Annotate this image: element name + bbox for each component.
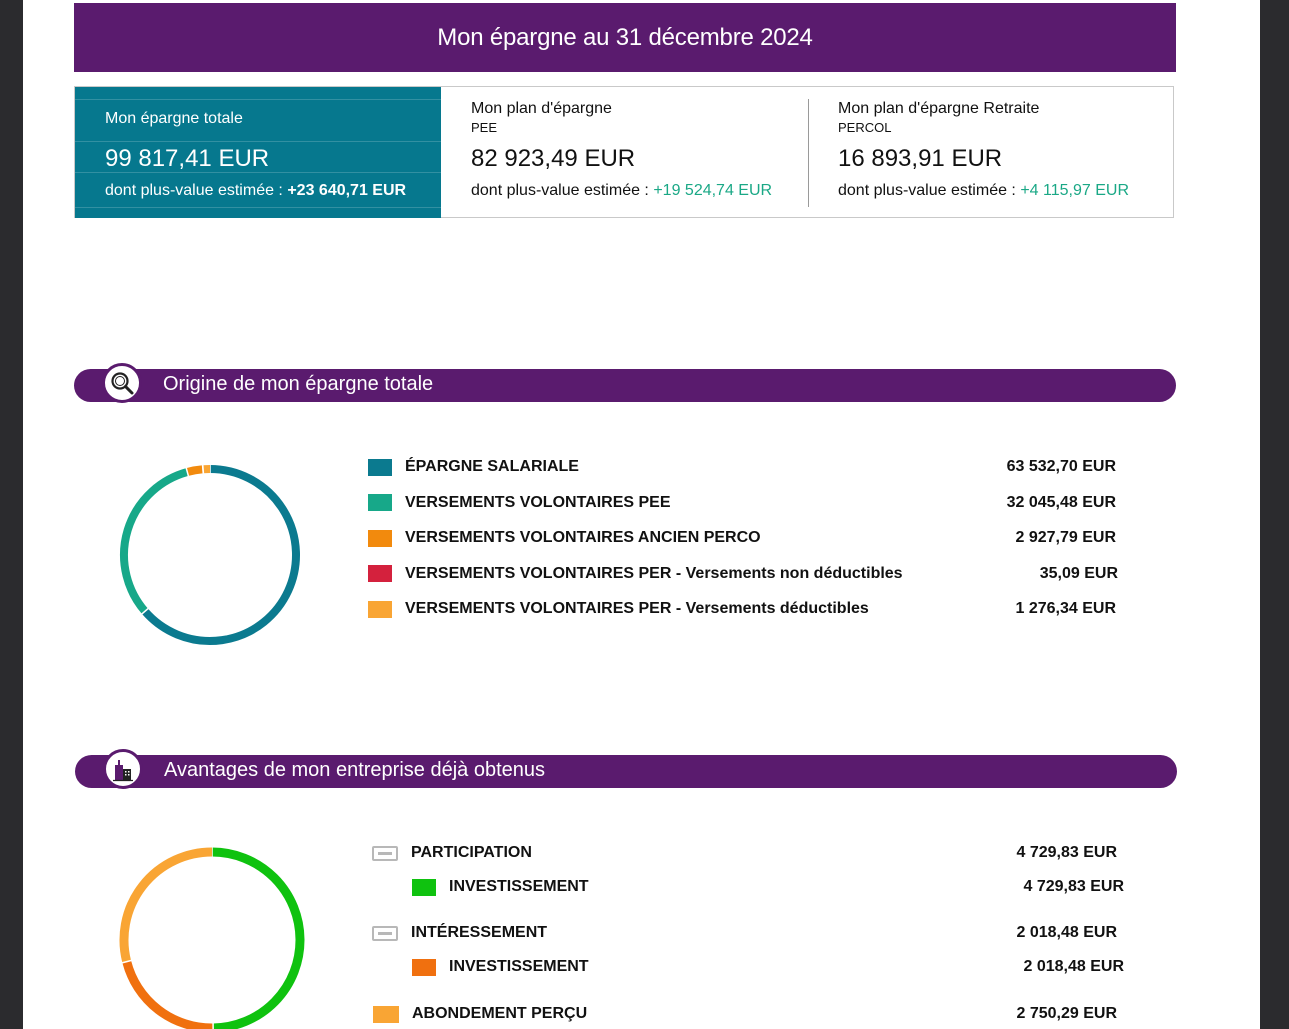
plan-gain-label: dont plus-value estimée : [471, 182, 654, 199]
plan-label: Mon plan d'épargne Retraite [838, 100, 1040, 117]
benefit-subitem-investissement: INVESTISSEMENT [412, 875, 589, 899]
plan-code: PEE [471, 120, 498, 135]
total-gain-line: dont plus-value estimée : +23 640,71 EUR [105, 182, 406, 200]
legend-amount: 2 927,79 EUR [1015, 529, 1116, 546]
legend-swatch [368, 600, 392, 618]
donut-slice-separator [140, 607, 150, 616]
benefit-amount: 2 750,29 EUR [1016, 1005, 1117, 1022]
legend-swatch [368, 458, 392, 476]
benefit-label: PARTICIPATION [411, 844, 532, 861]
donut-slice-3 [119, 847, 213, 963]
origin-legend-item: VERSEMENTS VOLONTAIRES ANCIEN PERCO [368, 526, 761, 550]
donut-slice-separator [185, 467, 190, 478]
legend-amount: 35,09 EUR [1039, 564, 1118, 582]
row-divider [75, 141, 441, 142]
plan-code: PERCOL [838, 120, 892, 135]
origin-donut-chart [120, 464, 300, 645]
origin-legend-item: VERSEMENTS VOLONTAIRES PER - Versements … [368, 597, 869, 621]
benefit-amount: 4 729,83 EUR [1016, 844, 1117, 861]
benefits-section-title: Avantages de mon entreprise déjà obtenus [164, 759, 546, 781]
legend-swatch [412, 878, 436, 896]
benefit-subamount: 2 018,48 EUR [1023, 958, 1124, 975]
legend-amount: 1 276,34 EUR [1015, 600, 1116, 617]
legend-label: VERSEMENTS VOLONTAIRES PER - Versements … [405, 564, 903, 582]
legend-label: VERSEMENTS VOLONTAIRES ANCIEN PERCO [405, 529, 761, 546]
total-gain-label: dont plus-value estimée : [105, 182, 288, 199]
total-gain-value: +23 640,71 EUR [287, 182, 407, 199]
benefit-subamount: 4 729,83 EUR [1023, 878, 1124, 895]
donut-slice-2 [122, 960, 214, 1029]
total-savings-card: Mon épargne totale 99 817,41 EUR dont pl… [75, 87, 441, 218]
benefits-section-header: Avantages de mon entreprise déjà obtenus [75, 749, 1177, 789]
legend-amount: 32 045,48 EUR [1006, 493, 1116, 511]
statement-page: Mon épargne au 31 décembre 2024 Mon épar… [23, 0, 1260, 1029]
page-title-banner: Mon épargne au 31 décembre 2024 [74, 3, 1176, 72]
origin-section-title: Origine de mon épargne totale [163, 373, 434, 395]
savings-summary-panel: Mon épargne totale 99 817,41 EUR dont pl… [74, 86, 1174, 218]
origin-section-header: Origine de mon épargne totale [74, 363, 1176, 403]
benefit-sublabel: INVESTISSEMENT [449, 958, 589, 975]
group-marker-icon [372, 845, 398, 861]
row-divider [75, 207, 441, 208]
page-title: Mon épargne au 31 décembre 2024 [437, 23, 813, 51]
plan-gain-line: dont plus-value estimée : +19 524,74 EUR [471, 182, 772, 200]
row-divider [75, 172, 441, 173]
benefit-item-abondement: ABONDEMENT PERÇU [373, 1002, 587, 1026]
benefit-item-participation: PARTICIPATION [372, 841, 532, 865]
donut-slice-separator [201, 464, 205, 475]
legend-label: VERSEMENTS VOLONTAIRES PEE [405, 493, 671, 511]
benefit-subitem-investissement: INVESTISSEMENT [412, 955, 589, 979]
building-icon [103, 749, 143, 789]
legend-swatch [368, 565, 392, 582]
benefit-label: INTÉRESSEMENT [411, 924, 548, 941]
plan-gain-value: +19 524,74 EUR [653, 182, 773, 199]
row-divider [75, 99, 441, 100]
donut-slice-separator [121, 959, 133, 964]
plan-label: Mon plan d'épargne [471, 100, 612, 117]
column-divider [808, 99, 809, 207]
origin-legend-item: VERSEMENTS VOLONTAIRES PEE [368, 491, 671, 515]
plan-gain-label: dont plus-value estimée : [838, 182, 1021, 199]
legend-swatch [373, 1005, 399, 1023]
origin-legend-item: ÉPARGNE SALARIALE [368, 455, 579, 479]
legend-swatch [368, 529, 392, 547]
benefit-sublabel: INVESTISSEMENT [449, 878, 589, 895]
donut-slice-3 [186, 465, 204, 476]
plan-amount: 16 893,91 EUR [838, 145, 1003, 172]
plan-gain-line: dont plus-value estimée : +4 115,97 EUR [838, 182, 1129, 200]
magnifier-icon [102, 363, 142, 403]
donut-slice-2 [120, 468, 189, 614]
donut-slice-1 [211, 847, 305, 1029]
legend-amount: 63 532,70 EUR [1006, 458, 1116, 475]
benefit-amount: 2 018,48 EUR [1016, 924, 1117, 941]
total-savings-amount: 99 817,41 EUR [105, 145, 270, 172]
benefit-item-interessement: INTÉRESSEMENT [372, 921, 547, 945]
group-marker-icon [372, 925, 398, 941]
plan-amount: 82 923,49 EUR [471, 145, 636, 172]
total-savings-label: Mon épargne totale [105, 110, 243, 127]
donut-slice-1 [141, 465, 300, 645]
origin-legend-item: VERSEMENTS VOLONTAIRES PER - Versements … [368, 562, 903, 586]
benefits-donut-chart [119, 846, 305, 1029]
legend-swatch [368, 494, 392, 511]
benefit-label: ABONDEMENT PERÇU [412, 1005, 588, 1022]
legend-label: ÉPARGNE SALARIALE [405, 458, 579, 475]
plan-gain-value: +4 115,97 EUR [1020, 182, 1129, 199]
legend-swatch [412, 958, 436, 976]
legend-label: VERSEMENTS VOLONTAIRES PER - Versements … [405, 600, 869, 617]
